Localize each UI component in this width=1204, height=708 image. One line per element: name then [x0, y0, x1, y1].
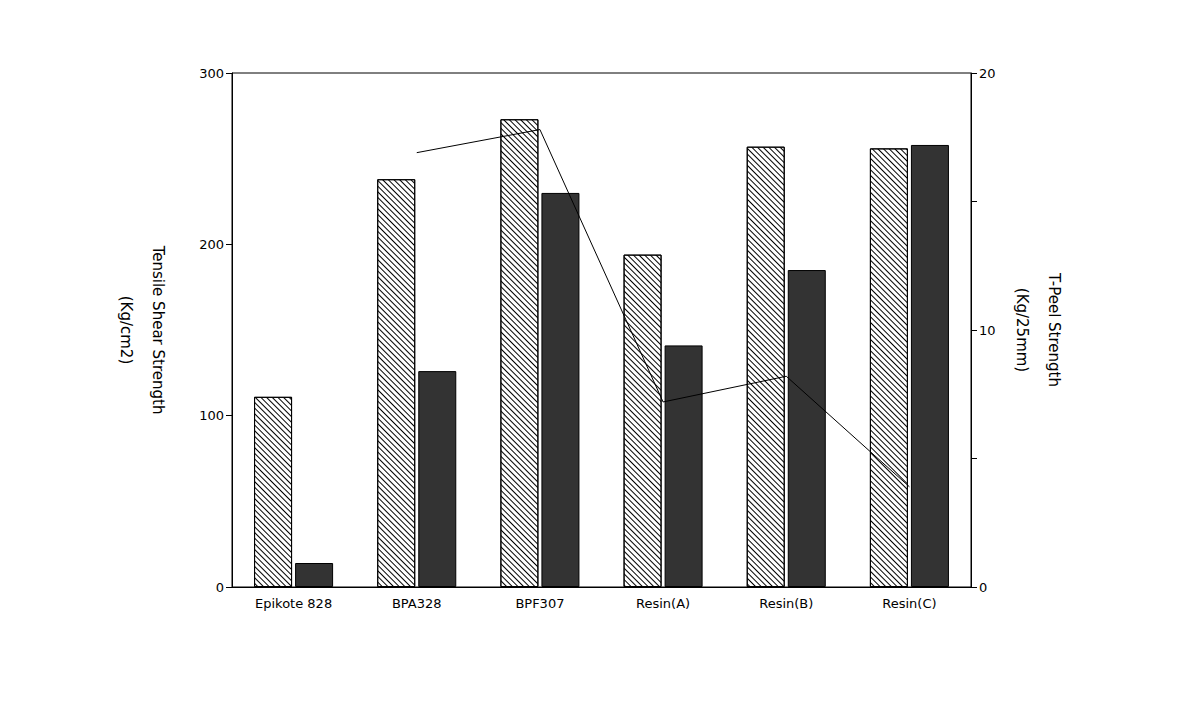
svg-text:0: 0: [979, 580, 987, 595]
svg-text:T-Peel Strength: T-Peel Strength: [1045, 272, 1063, 387]
svg-text:Resin(B): Resin(B): [759, 596, 813, 611]
svg-text:Resin(A): Resin(A): [636, 596, 690, 611]
svg-text:BPA328: BPA328: [392, 596, 442, 611]
svg-text:Resin(C): Resin(C): [882, 596, 936, 611]
svg-text:Epikote 828: Epikote 828: [255, 596, 332, 611]
svg-text:(Kg/cm2): (Kg/cm2): [117, 296, 135, 365]
svg-text:BPF307: BPF307: [515, 596, 564, 611]
svg-text:200: 200: [199, 237, 224, 252]
svg-text:20: 20: [979, 66, 996, 81]
svg-text:0: 0: [216, 580, 224, 595]
svg-text:10: 10: [979, 323, 996, 338]
svg-text:300: 300: [199, 66, 224, 81]
svg-text:(Kg/25mm): (Kg/25mm): [1013, 288, 1031, 372]
svg-text:100: 100: [199, 408, 224, 423]
svg-text:Tensile Shear Strength: Tensile Shear Strength: [149, 245, 167, 415]
